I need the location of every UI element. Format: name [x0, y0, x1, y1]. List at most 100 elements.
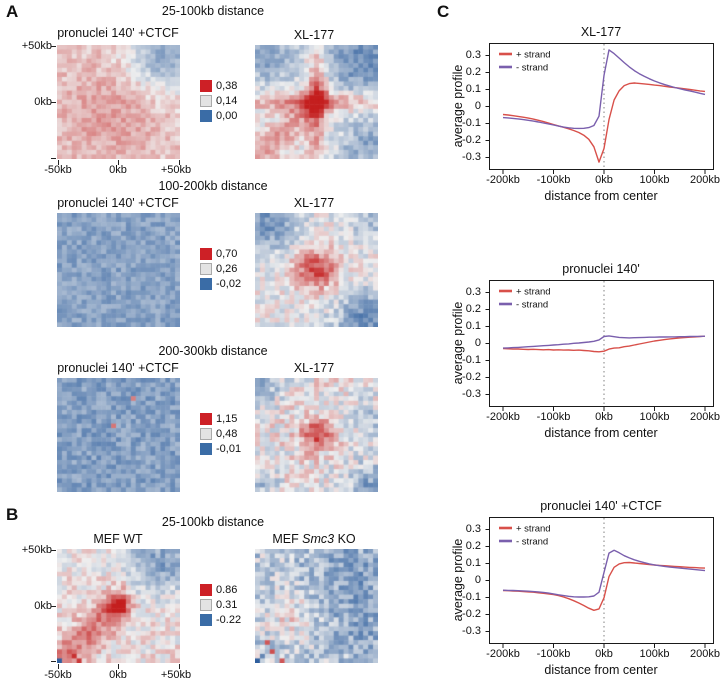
- legend-red-swatch: [200, 248, 212, 260]
- heatmap-pronuclei-140-ctcf-200-300kb: [57, 378, 180, 492]
- x-tick: [179, 160, 180, 165]
- x-axis-label-mid: 0kb: [109, 164, 127, 176]
- heatmap-pronuclei-140-ctcf-25-100kb: [57, 45, 180, 159]
- section-title-b-25-100kb: 25-100kb distance: [161, 515, 265, 529]
- x-axis-label-left: -50kb: [44, 164, 72, 176]
- y-tick-label: 0.2: [465, 66, 481, 78]
- title-part: MEF: [272, 532, 303, 546]
- y-tick-label: -0.3: [462, 151, 481, 163]
- series-line-minus-strand: [502, 335, 706, 349]
- legend-min-value: -0,01: [216, 443, 242, 455]
- legend-label: + strand: [516, 524, 551, 535]
- legend-gray-swatch: [200, 95, 212, 107]
- y-tick: [51, 661, 56, 662]
- legend-red-swatch: [200, 584, 212, 596]
- heatmap-xl177-100-200kb: [255, 213, 378, 327]
- plot-area: + strand - strand: [485, 517, 714, 648]
- x-tick: [58, 160, 59, 165]
- x-tick-label: 0kb: [595, 174, 613, 186]
- title-part-italic: Smc3: [302, 532, 335, 546]
- legend-max-value: 0.86: [216, 584, 238, 596]
- y-tick-label: -0.2: [462, 134, 481, 146]
- y-tick: [51, 46, 56, 47]
- legend-red-swatch: [200, 413, 212, 425]
- y-tick-label: -0.2: [462, 608, 481, 620]
- legend-blue-swatch: [200, 614, 212, 626]
- x-axis-label-mid: 0kb: [109, 669, 127, 681]
- legend-gray-swatch: [200, 428, 212, 440]
- x-axis-title: distance from center: [544, 663, 658, 677]
- x-tick-label: 100kb: [639, 174, 670, 186]
- series-line-plus-strand: [502, 561, 706, 612]
- legend-label: + strand: [516, 287, 551, 298]
- plot-title: XL-177: [580, 25, 622, 39]
- legend-red-swatch: [200, 80, 212, 92]
- x-tick: [179, 664, 180, 669]
- y-tick-label: -0.2: [462, 371, 481, 383]
- heatmap-mef-wt-25-100kb: [57, 549, 180, 663]
- y-tick-label: -0.3: [462, 388, 481, 400]
- legend-max-value: 1,15: [216, 413, 238, 425]
- y-tick-label: -0.1: [462, 117, 481, 129]
- x-tick-label: 0kb: [595, 411, 613, 423]
- legend-max-value: 0,38: [216, 80, 238, 92]
- y-tick-label: -0.1: [462, 354, 481, 366]
- y-axis-label-top: +50kb: [21, 40, 52, 52]
- y-axis-label-mid: 0kb: [34, 600, 52, 612]
- y-tick-label: 0: [474, 574, 481, 586]
- plot-title: pronuclei 140' +CTCF: [540, 499, 662, 513]
- x-tick-label: 100kb: [639, 648, 670, 660]
- x-tick: [118, 160, 119, 165]
- heatmap-title-mef-smc3-ko: MEF Smc3 KO: [234, 532, 394, 546]
- legend-label: - strand: [516, 300, 548, 311]
- series-line-minus-strand: [502, 49, 706, 130]
- legend-label: - strand: [516, 537, 548, 548]
- legend-label: + strand: [516, 50, 551, 61]
- legend-label: - strand: [516, 63, 548, 74]
- y-tick-label: 0: [474, 337, 481, 349]
- legend-blue-swatch: [200, 443, 212, 455]
- legend-min-value: -0.22: [216, 614, 242, 626]
- x-tick-label: -200kb: [486, 411, 520, 423]
- x-tick-label: 0kb: [595, 648, 613, 660]
- heatmap-pronuclei-140-ctcf-100-200kb: [57, 213, 180, 327]
- plot-area: + strand - strand: [485, 280, 714, 411]
- y-tick-label: 0.3: [465, 523, 481, 535]
- heatmap-title-pronuclei-ctcf-1: pronuclei 140' +CTCF: [57, 26, 179, 40]
- x-tick: [118, 664, 119, 669]
- x-axis-label-right: +50kb: [160, 164, 192, 176]
- heatmap-title-pronuclei-ctcf-2: pronuclei 140' +CTCF: [57, 196, 179, 210]
- legend-mid-value: 0,48: [216, 428, 238, 440]
- legend-min-value: -0,02: [216, 278, 242, 290]
- heatmap-xl177-25-100kb: [255, 45, 378, 159]
- series-line-plus-strand: [502, 335, 706, 353]
- y-tick-label: 0.1: [465, 557, 481, 569]
- x-tick-label: 200kb: [690, 411, 720, 423]
- x-tick-label: -200kb: [486, 174, 520, 186]
- section-title-25-100kb: 25-100kb distance: [161, 4, 265, 18]
- section-title-100-200kb: 100-200kb distance: [158, 179, 268, 193]
- panel-c-label: C: [437, 2, 450, 21]
- x-tick: [58, 664, 59, 669]
- heatmap-xl177-200-300kb: [255, 378, 378, 492]
- legend-mid-value: 0,26: [216, 263, 238, 275]
- colorscale-legend-2: 0,70 0,26 -0,02: [200, 248, 241, 290]
- heatmap-title-pronuclei-ctcf-3: pronuclei 140' +CTCF: [57, 361, 179, 375]
- line-plot-pronuclei-140: pronuclei 140' average profile + strand -…: [445, 262, 720, 447]
- plot-title: pronuclei 140': [562, 262, 640, 276]
- y-tick-label: 0.2: [465, 540, 481, 552]
- legend-min-value: 0,00: [216, 110, 238, 122]
- x-axis-title: distance from center: [544, 189, 658, 203]
- panel-b-label: B: [6, 505, 19, 524]
- x-tick-label: 200kb: [690, 648, 720, 660]
- line-plot-pronuclei-140-ctcf: pronuclei 140' +CTCF average profile + s…: [445, 499, 720, 684]
- y-tick: [51, 606, 56, 607]
- y-tick-label: -0.1: [462, 591, 481, 603]
- y-tick-label: 0.2: [465, 303, 481, 315]
- title-part: KO: [334, 532, 356, 546]
- y-tick-label: 0.3: [465, 49, 481, 61]
- legend-blue-swatch: [200, 278, 212, 290]
- legend-mid-value: 0.31: [216, 599, 238, 611]
- x-tick-label: 100kb: [639, 411, 670, 423]
